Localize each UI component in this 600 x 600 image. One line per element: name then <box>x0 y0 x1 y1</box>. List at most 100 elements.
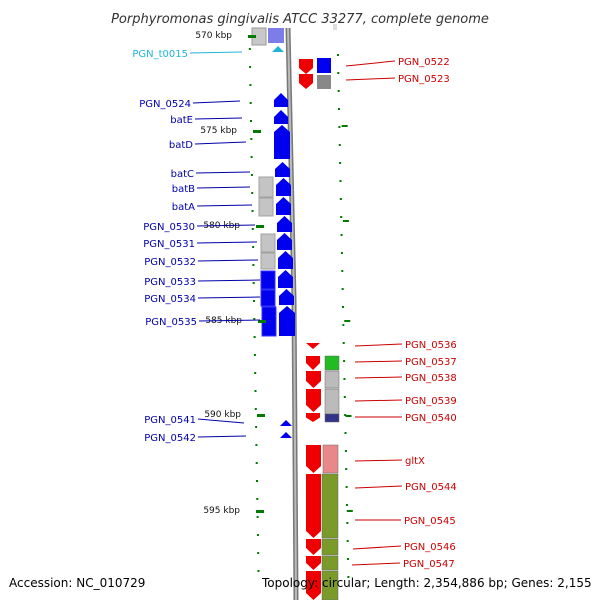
track-dot <box>344 432 347 434</box>
track-dot <box>256 534 259 536</box>
track-dot <box>342 306 344 308</box>
cog-box <box>324 370 340 389</box>
gene-label: PGN_0539 <box>405 396 457 407</box>
cog-box <box>321 570 339 600</box>
gene-arrow <box>306 556 321 570</box>
gene-arrow <box>306 539 321 555</box>
track-dot <box>249 84 252 86</box>
leader-line <box>197 418 245 424</box>
leader-line <box>189 51 243 54</box>
kbp-tick <box>256 510 264 513</box>
track-dot <box>345 468 348 470</box>
gene-label: PGN_0542 <box>144 433 196 444</box>
track-dot <box>256 516 259 518</box>
gene-arrow <box>278 251 293 269</box>
track-dot <box>339 162 342 164</box>
track-tick <box>342 220 349 222</box>
left-strand-genes <box>258 93 295 438</box>
track-dot <box>251 228 254 230</box>
kbp-tick <box>253 130 261 133</box>
top-genes <box>251 24 337 52</box>
leader-line <box>197 259 259 262</box>
right-labels: PGN_0522 PGN_0523 PGN_0536 PGN_0537 PGN_0538… <box>345 57 457 570</box>
track-dot <box>343 360 346 362</box>
gene-arrow <box>275 162 290 177</box>
kbp-tick <box>257 414 265 417</box>
leader-line <box>354 459 403 462</box>
trna-feature <box>272 46 284 52</box>
leader-line <box>194 117 243 120</box>
track-dot <box>253 336 256 338</box>
track-dot <box>344 450 347 452</box>
track-dot <box>343 396 346 398</box>
track-dot <box>256 498 259 500</box>
leader-line <box>354 360 403 363</box>
gene-label: batB <box>172 184 195 195</box>
gene-arrow <box>274 93 288 107</box>
cog-box <box>317 58 331 73</box>
gene-label: PGN_0535 <box>145 317 197 328</box>
gene-label: batA <box>172 202 195 213</box>
kbp-label: 595 kbp <box>203 506 240 516</box>
leader-line <box>197 435 247 438</box>
kbp-label: 590 kbp <box>204 410 241 420</box>
gene-arrow <box>306 343 320 349</box>
cog-box <box>260 270 276 290</box>
gene-arrow <box>279 289 294 305</box>
gene-arrow <box>276 178 291 196</box>
track-dot <box>252 264 255 266</box>
track-dot <box>256 480 258 482</box>
gene-arrow <box>299 74 313 89</box>
gene-arrow <box>274 125 290 159</box>
cog-box <box>321 538 339 556</box>
track-dot <box>249 102 252 104</box>
track-dot <box>337 90 340 92</box>
gene-arrow <box>278 270 293 288</box>
gene-arrow <box>299 59 313 74</box>
track-dot <box>347 576 350 578</box>
track-dot <box>337 72 340 74</box>
gene-arrow <box>306 413 320 422</box>
track-dot <box>254 372 257 374</box>
kbp-label: 575 kbp <box>200 126 237 136</box>
leader-line <box>192 100 241 104</box>
track-dot <box>253 318 256 320</box>
track-dot <box>250 174 253 176</box>
kbp-label: 570 kbp <box>195 31 232 41</box>
gene-label: PGN_0524 <box>139 99 191 110</box>
right-strand-genes <box>306 343 340 600</box>
track-tick <box>346 510 353 512</box>
track-dot <box>250 120 252 122</box>
track-dot <box>343 378 346 380</box>
gene-arrow <box>306 445 321 473</box>
gene-label: PGN_t0015 <box>132 49 188 60</box>
gene-arrow <box>276 197 291 215</box>
track-tick <box>345 415 352 417</box>
cog-box <box>322 444 339 474</box>
leader-line <box>196 241 258 244</box>
gene-label: PGN_0523 <box>398 74 450 85</box>
cog-box <box>260 289 276 307</box>
leader-line <box>345 60 396 67</box>
track-dot <box>250 138 253 140</box>
gene-label: PGN_0546 <box>404 542 456 553</box>
gene-arrow <box>280 420 292 426</box>
cog-box <box>321 555 339 571</box>
gene-label: PGN_0544 <box>405 482 457 493</box>
leader-line <box>354 485 403 489</box>
leader-line <box>196 204 253 207</box>
track-dot <box>253 354 256 356</box>
gene-arrow <box>306 571 321 600</box>
gene-label: PGN_0537 <box>405 357 457 368</box>
kbp-tick <box>256 225 264 228</box>
gene-arrow <box>280 432 292 438</box>
track-dot <box>338 108 341 110</box>
gene-arrow <box>277 233 292 250</box>
track-dot <box>251 192 254 194</box>
gene-label: batE <box>170 115 193 126</box>
leader-line <box>197 296 261 299</box>
track-dot <box>339 180 342 182</box>
gene-arrow <box>306 356 320 370</box>
cog-box <box>324 355 340 371</box>
track-dot <box>254 408 257 410</box>
